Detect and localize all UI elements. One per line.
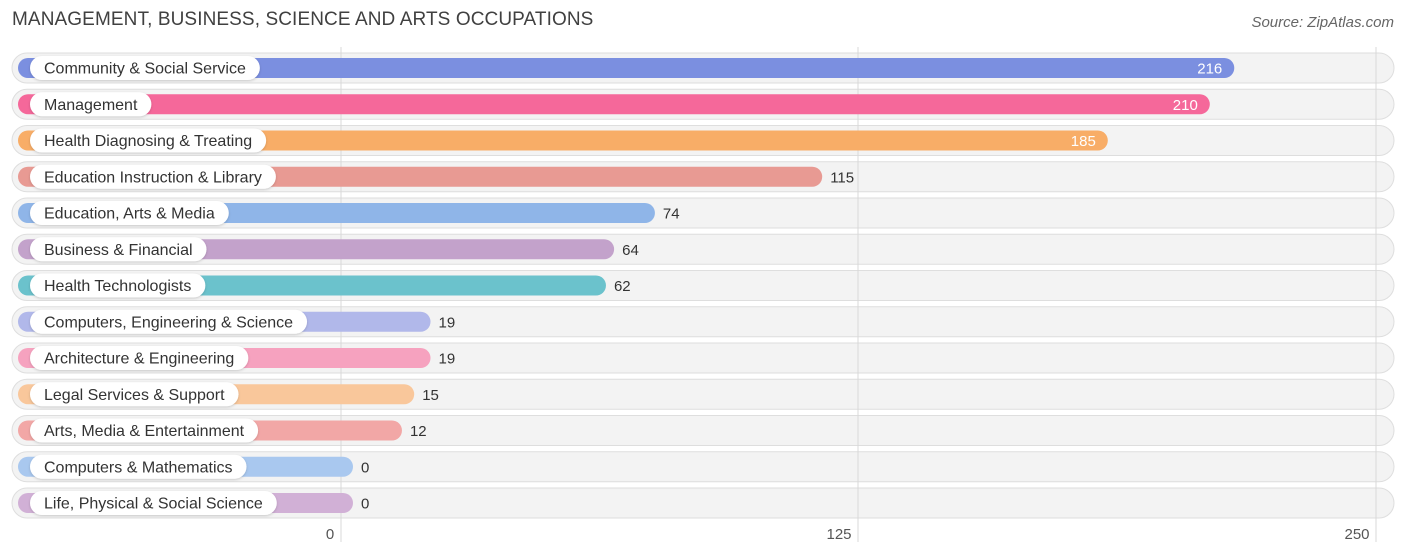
- category-label: Computers & Mathematics: [44, 459, 233, 476]
- category-label: Business & Financial: [44, 242, 193, 259]
- value-label: 64: [622, 242, 639, 259]
- value-label: 62: [614, 278, 631, 295]
- value-label: 74: [663, 206, 680, 223]
- category-label: Arts, Media & Entertainment: [44, 423, 245, 440]
- x-tick-label: 250: [1344, 526, 1369, 543]
- value-label: 19: [439, 351, 456, 368]
- category-label: Health Technologists: [44, 278, 191, 295]
- chart-title: MANAGEMENT, BUSINESS, SCIENCE AND ARTS O…: [12, 9, 594, 30]
- bar[interactable]: [18, 58, 1235, 78]
- value-label: 12: [410, 423, 427, 440]
- category-label: Health Diagnosing & Treating: [44, 133, 252, 150]
- category-label: Community & Social Service: [44, 61, 246, 78]
- category-label: Computers, Engineering & Science: [44, 314, 293, 331]
- category-label-pill: [30, 164, 276, 189]
- category-label-pill: [30, 491, 277, 515]
- category-label-pill: [30, 346, 249, 370]
- value-label: 19: [439, 314, 456, 331]
- category-label-pill: [30, 56, 260, 80]
- bar-track: [11, 487, 1395, 519]
- category-label-pill: [30, 128, 267, 153]
- bar[interactable]: [18, 94, 1210, 115]
- value-label: 216: [1197, 61, 1222, 78]
- source-credit: Source: ZipAtlas.com: [1251, 14, 1394, 31]
- category-label-pill: [30, 92, 152, 117]
- x-tick-label: 0: [326, 526, 334, 543]
- value-label: 115: [830, 169, 854, 186]
- value-label: 210: [1173, 97, 1198, 114]
- category-label: Architecture & Engineering: [44, 351, 234, 368]
- value-label: 185: [1071, 133, 1096, 150]
- category-label-pill: [30, 454, 247, 479]
- value-label: 0: [361, 496, 369, 513]
- category-label: Management: [44, 97, 138, 114]
- value-label: 0: [361, 459, 369, 476]
- category-label-pill: [30, 382, 239, 407]
- category-label-pill: [30, 201, 229, 225]
- category-label: Legal Services & Support: [44, 387, 225, 404]
- category-label-pill: [30, 273, 206, 298]
- category-label: Education Instruction & Library: [44, 169, 262, 186]
- x-tick-label: 125: [826, 526, 851, 543]
- value-label: 15: [422, 387, 439, 404]
- category-label: Life, Physical & Social Science: [44, 496, 263, 513]
- bar[interactable]: [18, 130, 1108, 151]
- category-label-pill: [30, 418, 259, 443]
- category-label-pill: [30, 237, 207, 262]
- category-label: Education, Arts & Media: [44, 206, 215, 223]
- category-label-pill: [30, 309, 308, 334]
- bar-track: [11, 451, 1395, 483]
